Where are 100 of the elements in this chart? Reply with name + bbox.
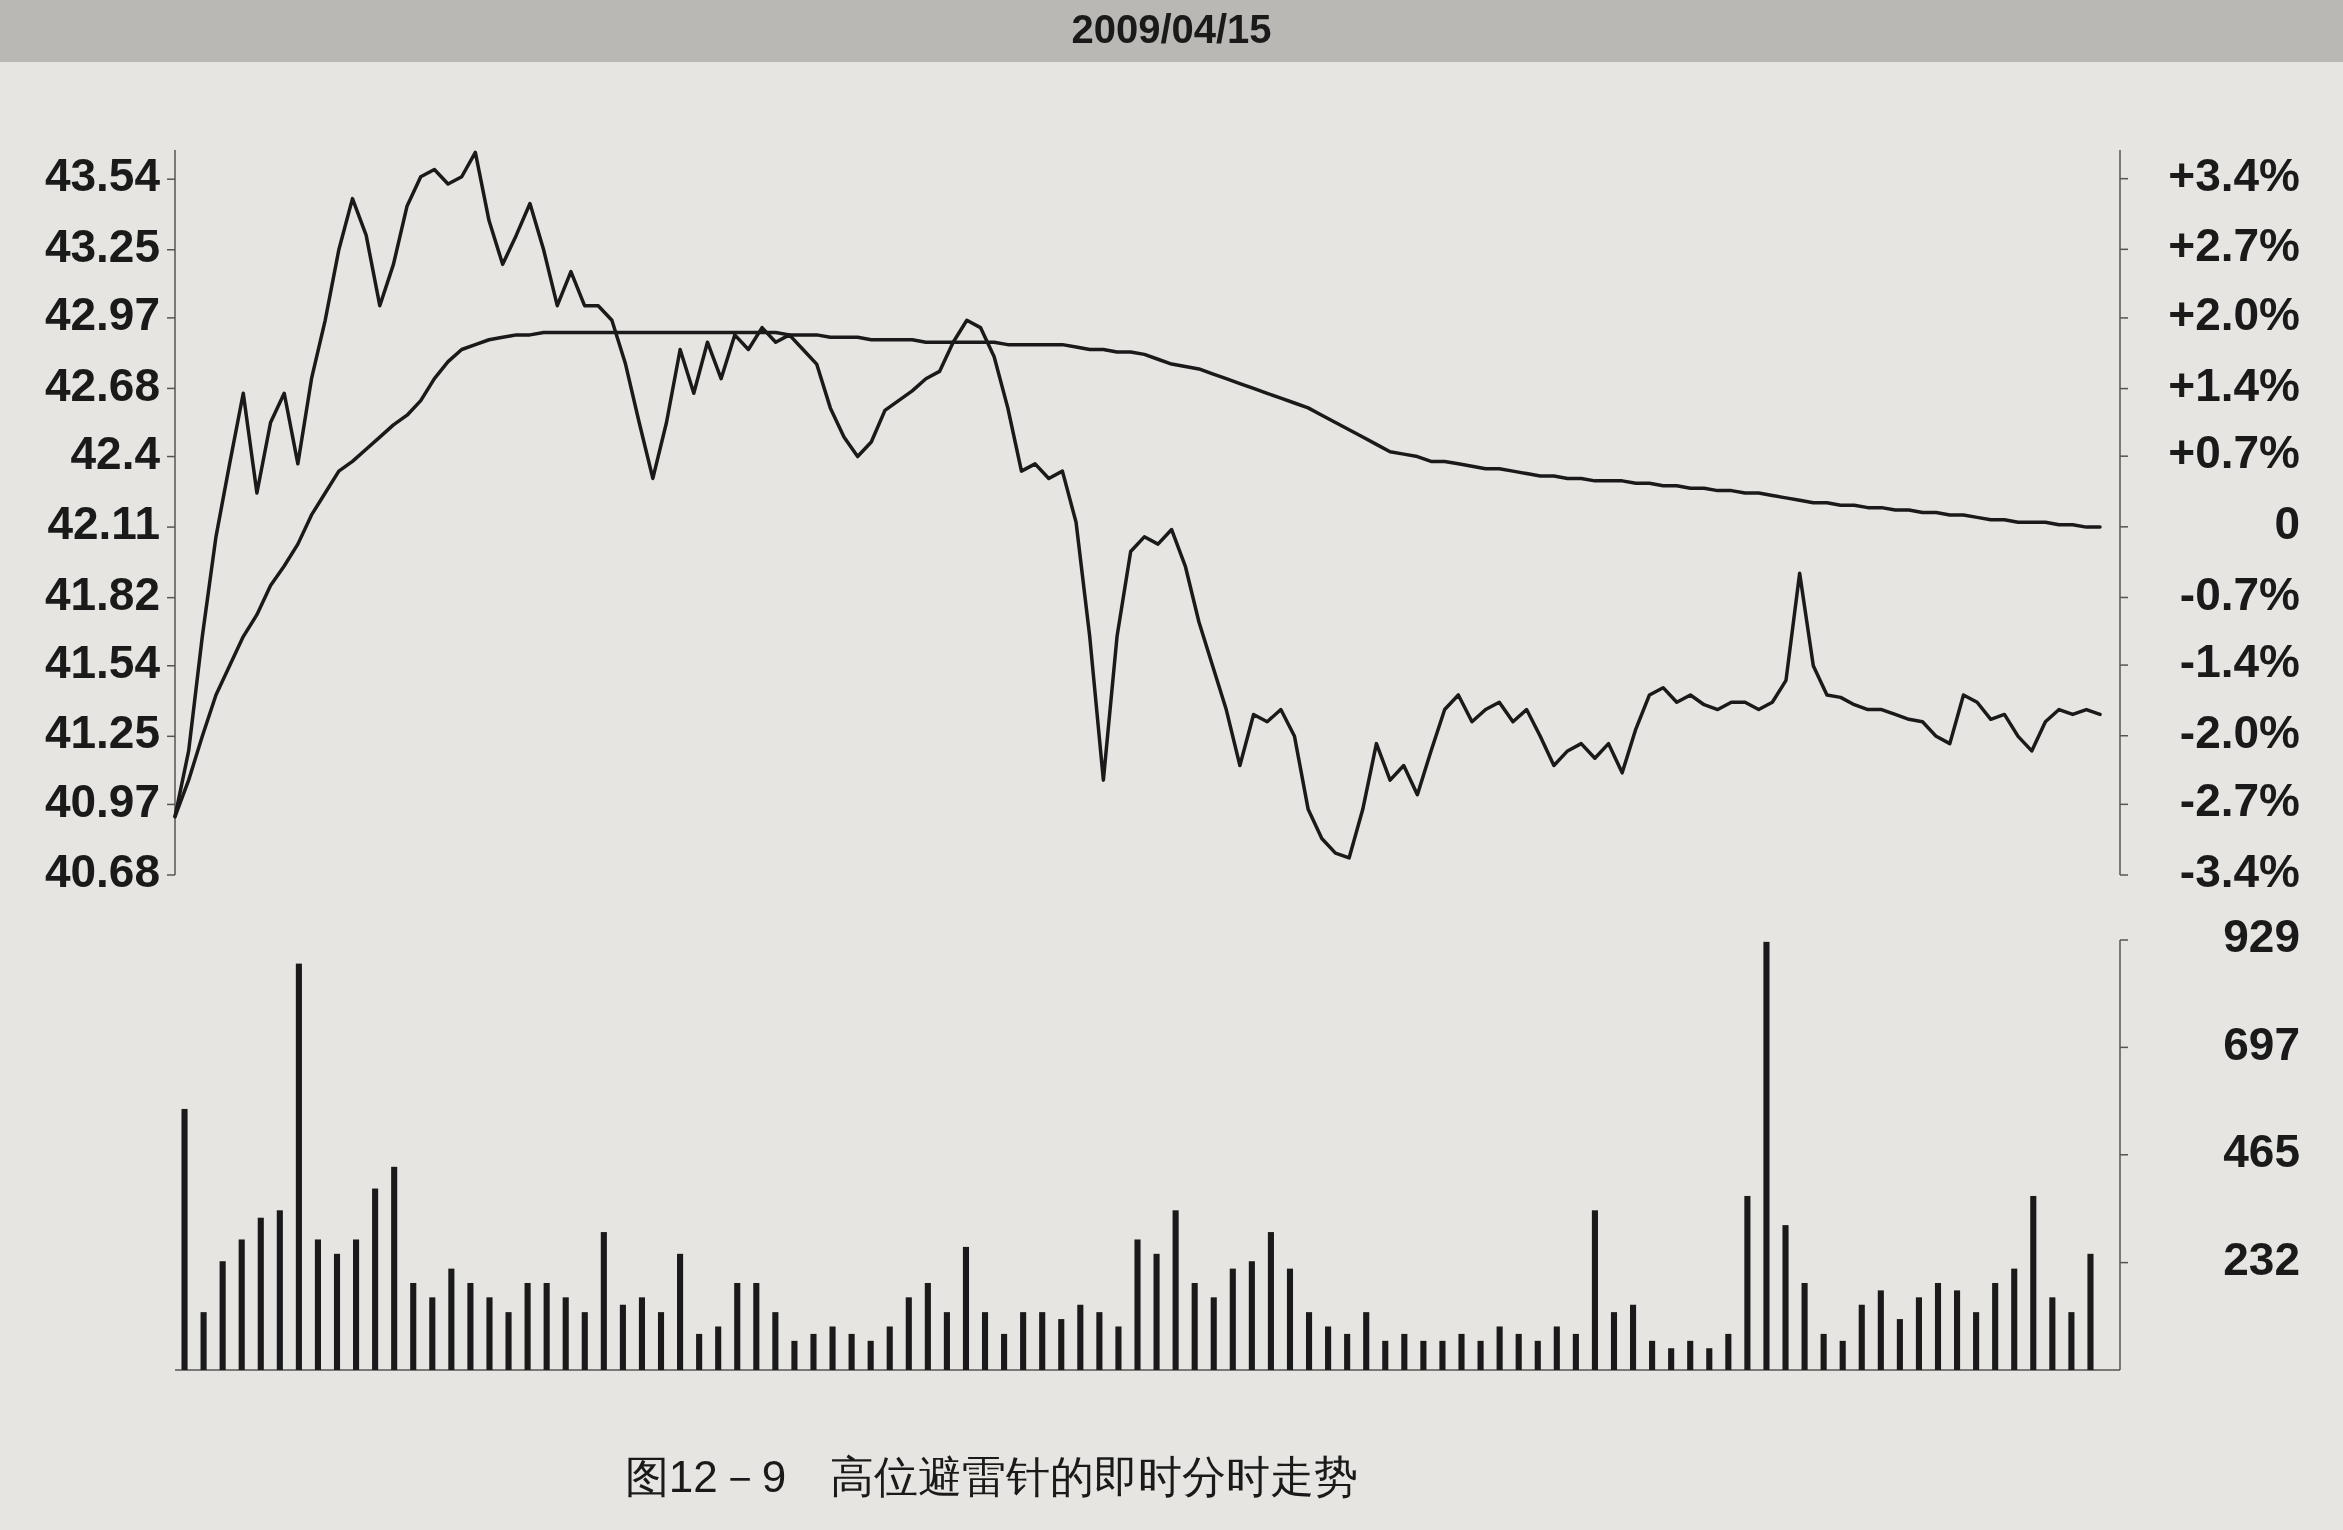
bar [1915,1297,1922,1370]
y-tick-label: 43.54 [44,149,161,202]
bar [2087,1253,2094,1370]
y2-tick-label: +2.7% [2168,219,2300,272]
bar [1668,1348,1675,1370]
bar [410,1282,417,1370]
bar [448,1268,455,1370]
bar [753,1282,760,1370]
bar [810,1333,817,1370]
bar [1687,1340,1694,1370]
y2-tick-label: -3.4% [2179,845,2300,898]
bar [1515,1333,1522,1370]
bar [1096,1312,1103,1370]
bar [314,1239,321,1370]
y2-tick-label: +0.7% [2168,426,2300,479]
bar [677,1253,684,1370]
bar [562,1297,569,1370]
bar [1248,1261,1255,1370]
bar [2030,1195,2037,1370]
bar [1896,1319,1903,1371]
bar [1629,1304,1637,1370]
y2-tick-label: +3.4% [2168,148,2300,201]
bar [1877,1290,1884,1370]
bar [1267,1232,1274,1370]
bar [524,1282,531,1370]
y2-tick-label: -0.7% [2179,567,2300,620]
y-tick-label: 42.97 [44,288,160,341]
bar [791,1340,798,1370]
y-tick-label: 42.68 [44,358,160,411]
bar [715,1326,722,1370]
bar [1496,1326,1503,1370]
bar [1477,1340,1484,1370]
bar [1229,1268,1236,1370]
bar [1610,1312,1618,1370]
bar [848,1333,855,1370]
bar [257,1217,264,1370]
y-tick-label: 465 [2223,1124,2300,1177]
bar [1115,1326,1122,1370]
bar [1153,1253,1160,1370]
chart-title: 2009/04/15 [1071,6,1272,51]
bar [1858,1304,1865,1370]
bar [1782,1225,1789,1370]
bar [238,1239,245,1370]
bar [333,1253,341,1370]
bar [1649,1340,1656,1370]
bar [1210,1297,1217,1370]
bar [981,1312,989,1370]
bar [943,1312,950,1370]
bar [657,1312,665,1370]
bar [1134,1239,1141,1370]
bar [1553,1326,1560,1370]
bar [1077,1304,1084,1370]
bar [295,963,302,1370]
bar [905,1297,912,1370]
y-tick-label: 41.25 [44,706,160,759]
bar [1401,1333,1408,1370]
bar [619,1304,626,1370]
bar [353,1239,360,1370]
bar [2049,1297,2056,1370]
y-tick-label: 929 [2223,910,2300,963]
y-tick-label: 42.11 [47,497,160,550]
bar [1591,1210,1598,1370]
bar [543,1282,550,1370]
bar [486,1297,493,1370]
bar [1058,1319,1065,1371]
y2-tick-label: -2.0% [2179,705,2300,758]
bar [1172,1210,1179,1370]
bar [1020,1312,1027,1370]
bar [924,1282,931,1370]
y2-tick-label: -1.4% [2179,635,2300,688]
y2-tick-label: -2.7% [2179,774,2300,827]
bar [1973,1312,1980,1370]
y-tick-label: 40.97 [44,774,160,827]
bar [1820,1333,1827,1370]
bar [372,1188,379,1370]
bar [1325,1326,1332,1370]
bar [1534,1340,1541,1370]
bar [429,1297,436,1370]
bar [1725,1333,1732,1370]
bar [181,1108,188,1371]
bar [1305,1312,1313,1370]
bar [600,1232,607,1370]
bar [1744,1195,1751,1370]
bar [772,1312,779,1370]
bar [1934,1282,1942,1370]
y-tick-label: 41.54 [44,635,161,688]
bar [1001,1333,1008,1370]
bar [829,1326,836,1370]
bar [1363,1312,1370,1370]
y2-tick-label: +2.0% [2168,288,2300,341]
bar [1763,941,1770,1370]
bar [505,1312,512,1370]
y2-tick-label: 0 [2274,496,2300,549]
bar [1420,1340,1427,1370]
bar [1458,1333,1465,1370]
bar [1439,1340,1446,1370]
bar [1992,1282,1999,1370]
bar [1801,1282,1808,1370]
y-tick-label: 697 [2223,1017,2300,1070]
bar [962,1246,970,1370]
